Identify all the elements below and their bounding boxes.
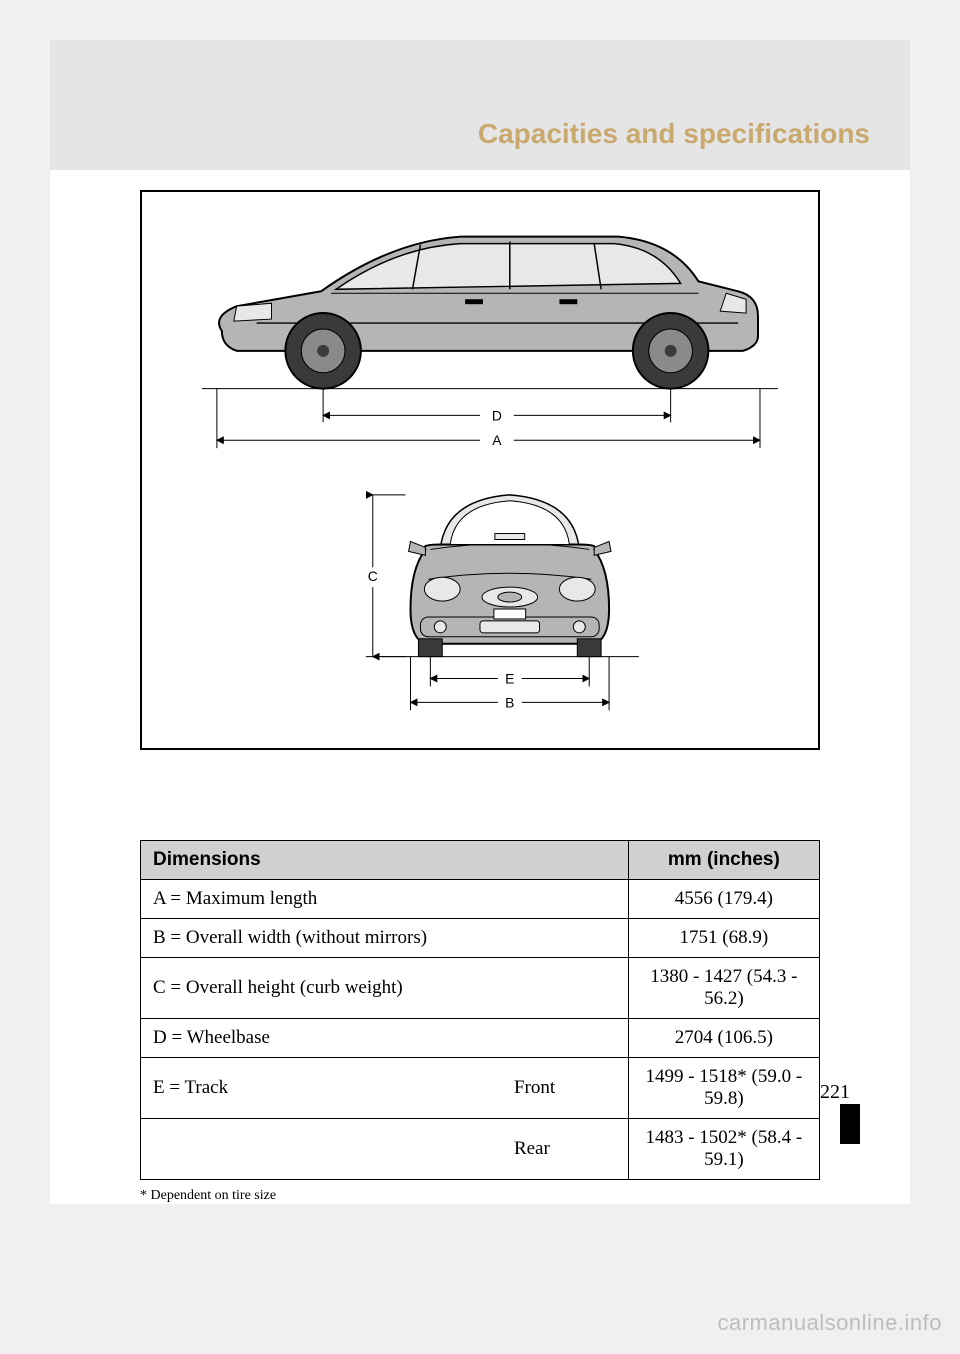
- car-side-view: D A: [202, 237, 778, 449]
- label-e: E: [505, 670, 514, 686]
- cell-label: C = Overall height (curb weight): [141, 958, 629, 1019]
- cell-value: 4556 (179.4): [628, 880, 819, 919]
- cell-sublabel: Rear: [514, 1119, 628, 1180]
- table-row: C = Overall height (curb weight) 1380 - …: [141, 958, 820, 1019]
- cell-sublabel: Front: [514, 1058, 628, 1119]
- page-title: Capacities and specifications: [478, 118, 870, 150]
- cell-value: 1380 - 1427 (54.3 - 56.2): [628, 958, 819, 1019]
- diagram-svg: D A: [142, 192, 818, 748]
- cell-label: [141, 1119, 514, 1180]
- cell-label: D = Wheelbase: [141, 1019, 629, 1058]
- page-number: 221: [820, 1081, 850, 1104]
- cell-label: A = Maximum length: [141, 880, 629, 919]
- page-container: Capacities and specifications: [50, 40, 910, 1204]
- cell-value: 2704 (106.5): [628, 1019, 819, 1058]
- cell-label: E = Track: [141, 1058, 514, 1119]
- header-dimensions: Dimensions: [141, 841, 629, 880]
- vehicle-diagram: D A: [140, 190, 820, 750]
- header-band: Capacities and specifications: [50, 40, 910, 170]
- label-c: C: [368, 568, 378, 584]
- table-header-row: Dimensions mm (inches): [141, 841, 820, 880]
- dimensions-table: Dimensions mm (inches) A = Maximum lengt…: [140, 840, 820, 1180]
- table-row: Rear 1483 - 1502* (58.4 - 59.1): [141, 1119, 820, 1180]
- label-d: D: [492, 407, 502, 423]
- cell-label: B = Overall width (without mirrors): [141, 919, 629, 958]
- header-values: mm (inches): [628, 841, 819, 880]
- cell-value: 1483 - 1502* (58.4 - 59.1): [628, 1119, 819, 1180]
- table-row: A = Maximum length 4556 (179.4): [141, 880, 820, 919]
- label-b: B: [505, 694, 514, 710]
- table-footnote: * Dependent on tire size: [140, 1188, 820, 1204]
- table-row: B = Overall width (without mirrors) 1751…: [141, 919, 820, 958]
- table-row: D = Wheelbase 2704 (106.5): [141, 1019, 820, 1058]
- cell-value: 1499 - 1518* (59.0 - 59.8): [628, 1058, 819, 1119]
- table-row: E = Track Front 1499 - 1518* (59.0 - 59.…: [141, 1058, 820, 1119]
- cell-value: 1751 (68.9): [628, 919, 819, 958]
- section-tab: [840, 1104, 860, 1144]
- label-a: A: [492, 432, 502, 448]
- car-front-view: C E B: [366, 495, 639, 710]
